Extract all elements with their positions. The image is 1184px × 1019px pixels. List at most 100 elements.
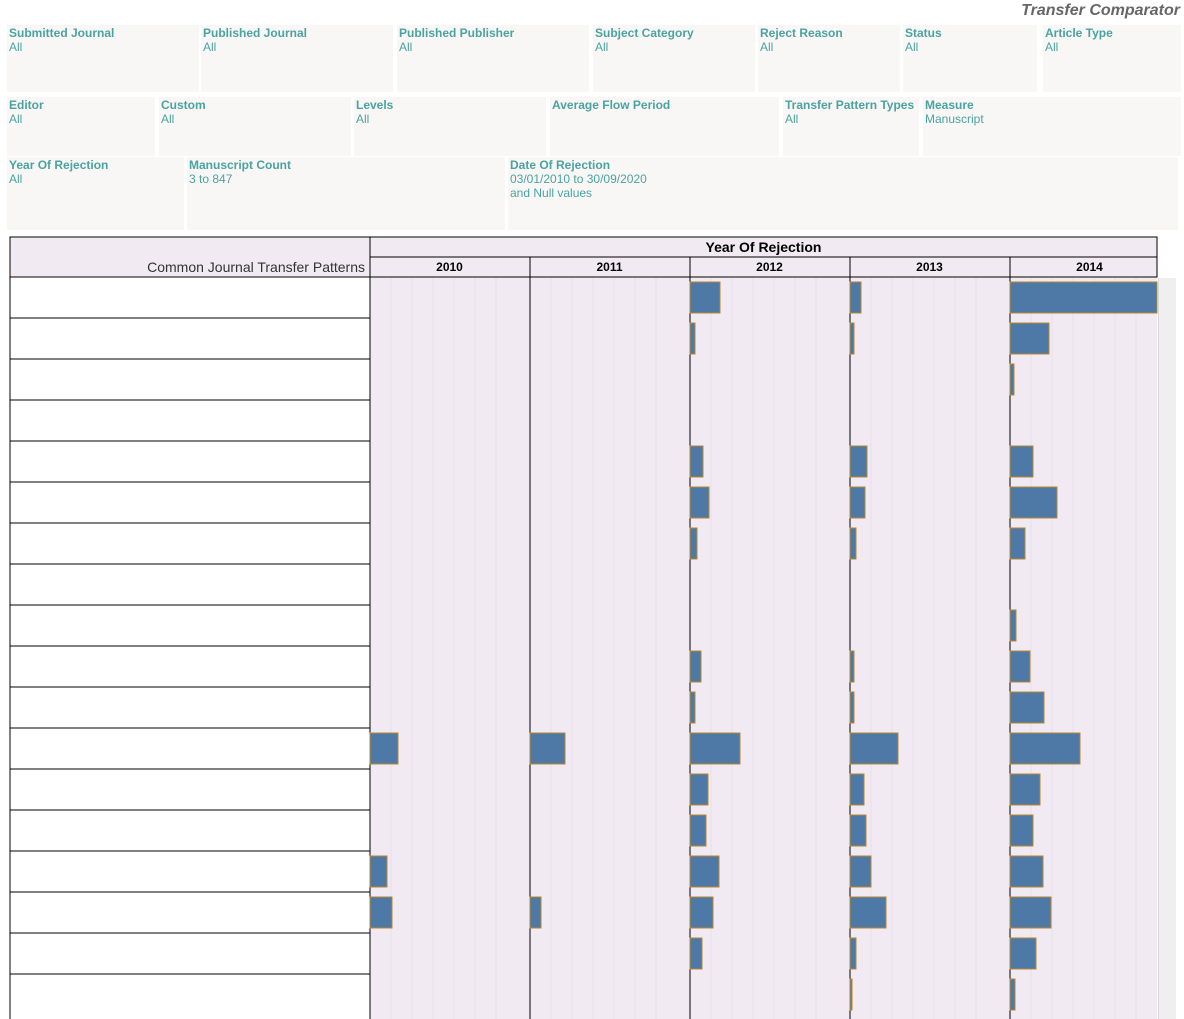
- filter-value: All: [9, 172, 23, 186]
- bar-2012-12: [689, 773, 709, 806]
- bar-2014-1: [1009, 322, 1050, 355]
- filter-7[interactable]: Editor All: [7, 97, 155, 156]
- bar-2013-9: [849, 650, 855, 683]
- bar-2012-15: [689, 896, 714, 929]
- filter-label: Subject Category: [595, 26, 694, 40]
- filter-15[interactable]: Date Of Rejection 03/01/2010 to 30/09/202…: [508, 157, 1178, 230]
- vertical-scrollbar[interactable]: [1158, 278, 1176, 1019]
- filter-12[interactable]: Measure Manuscript: [923, 97, 1181, 156]
- filter-value: All: [595, 40, 609, 54]
- bar-2014-12: [1009, 773, 1041, 806]
- bar-2014-4: [1009, 445, 1034, 478]
- filter-value: All: [1045, 40, 1059, 54]
- filter-14[interactable]: Manuscript Count 3 to 847: [187, 157, 505, 230]
- bar-2012-16: [689, 937, 703, 970]
- bar-2013-15: [849, 896, 887, 929]
- bar-2014-16: [1009, 937, 1037, 970]
- filter-label: Manuscript Count: [189, 158, 291, 172]
- column-label-2014: 2014: [1076, 260, 1103, 274]
- bar-2013-16: [849, 937, 857, 970]
- chart-title: Year Of Rejection: [706, 239, 822, 255]
- bar-2014-9: [1009, 650, 1031, 683]
- filter-value: All: [203, 40, 217, 54]
- filter-value: Manuscript: [925, 112, 984, 126]
- bar-2012-5: [689, 486, 710, 519]
- bar-2013-5: [849, 486, 866, 519]
- bar-2010-15: [369, 896, 393, 929]
- filter-label: Measure: [925, 98, 974, 112]
- bar-2012-14: [689, 855, 720, 888]
- filter-value: All: [356, 112, 370, 126]
- filter-label: Custom: [161, 98, 206, 112]
- filter-value: 03/01/2010 to 30/09/2020 and Null values: [510, 172, 647, 200]
- row-header-title: Common Journal Transfer Patterns: [147, 259, 365, 275]
- bar-2011-15: [529, 896, 542, 929]
- bar-2013-17: [849, 978, 853, 1011]
- app-title: Transfer Comparator: [1021, 2, 1180, 19]
- filter-9[interactable]: Levels All: [354, 97, 546, 156]
- filter-label: Transfer Pattern Types: [785, 98, 915, 112]
- column-label-2011: 2011: [596, 260, 622, 274]
- bar-2012-9: [689, 650, 702, 683]
- bar-2012-4: [689, 445, 704, 478]
- bar-2013-10: [849, 691, 855, 724]
- column-label-2010: 2010: [436, 260, 463, 274]
- bar-2014-2: [1009, 363, 1015, 396]
- filter-label: Status: [905, 26, 942, 40]
- filter-value: All: [9, 40, 23, 54]
- filter-3[interactable]: Subject Category All: [593, 25, 755, 92]
- bar-2014-11: [1009, 732, 1081, 765]
- bar-2014-13: [1009, 814, 1034, 847]
- bar-2014-6: [1009, 527, 1026, 560]
- bar-2014-5: [1009, 486, 1058, 519]
- filter-5[interactable]: Status All: [903, 25, 1037, 92]
- filter-value: All: [905, 40, 919, 54]
- bar-2014-10: [1009, 691, 1045, 724]
- bar-2014-0: [1009, 281, 1158, 314]
- filter-label: Year Of Rejection: [9, 158, 109, 172]
- bar-2013-13: [849, 814, 867, 847]
- filter-2[interactable]: Published Publisher All: [397, 25, 589, 92]
- bar-2013-12: [849, 773, 865, 806]
- filter-value: All: [760, 40, 774, 54]
- filter-value: All: [785, 112, 799, 126]
- filter-8[interactable]: Custom All: [159, 97, 351, 156]
- filter-label: Published Journal: [203, 26, 308, 40]
- filter-11[interactable]: Transfer Pattern Types All: [783, 97, 919, 156]
- bar-2013-1: [849, 322, 855, 355]
- filter-label: Average Flow Period: [552, 98, 671, 112]
- row-header-background: [10, 277, 370, 1019]
- filter-13[interactable]: Year Of Rejection All: [7, 157, 184, 230]
- bar-2010-14: [369, 855, 388, 888]
- bar-2013-14: [849, 855, 872, 888]
- filter-0[interactable]: Submitted Journal All: [7, 25, 199, 92]
- bar-2014-17: [1009, 978, 1016, 1011]
- filter-label: Reject Reason: [760, 26, 843, 40]
- filter-label: Submitted Journal: [9, 26, 115, 40]
- filter-value: 3 to 847: [189, 172, 233, 186]
- filter-value: All: [9, 112, 23, 126]
- bar-2012-6: [689, 527, 698, 560]
- filter-label: Date Of Rejection: [510, 158, 611, 172]
- filter-value: All: [399, 40, 413, 54]
- bar-2012-0: [689, 281, 721, 314]
- bar-2013-6: [849, 527, 857, 560]
- filter-1[interactable]: Published Journal All: [201, 25, 393, 92]
- column-label-2013: 2013: [916, 260, 943, 274]
- filter-10[interactable]: Average Flow Period: [550, 97, 779, 156]
- filter-label: Editor: [9, 98, 44, 112]
- bar-2012-13: [689, 814, 707, 847]
- bar-2012-1: [689, 322, 696, 355]
- filter-label: Article Type: [1045, 26, 1113, 40]
- filter-value: All: [161, 112, 175, 126]
- plot-background: [370, 277, 1157, 1019]
- bar-2012-10: [689, 691, 696, 724]
- filter-label: Levels: [356, 98, 394, 112]
- filter-6[interactable]: Article Type All: [1043, 25, 1181, 92]
- bar-2014-15: [1009, 896, 1052, 929]
- bar-2014-14: [1009, 855, 1044, 888]
- column-label-2012: 2012: [756, 260, 783, 274]
- filter-4[interactable]: Reject Reason All: [758, 25, 900, 92]
- bar-2013-0: [849, 281, 862, 314]
